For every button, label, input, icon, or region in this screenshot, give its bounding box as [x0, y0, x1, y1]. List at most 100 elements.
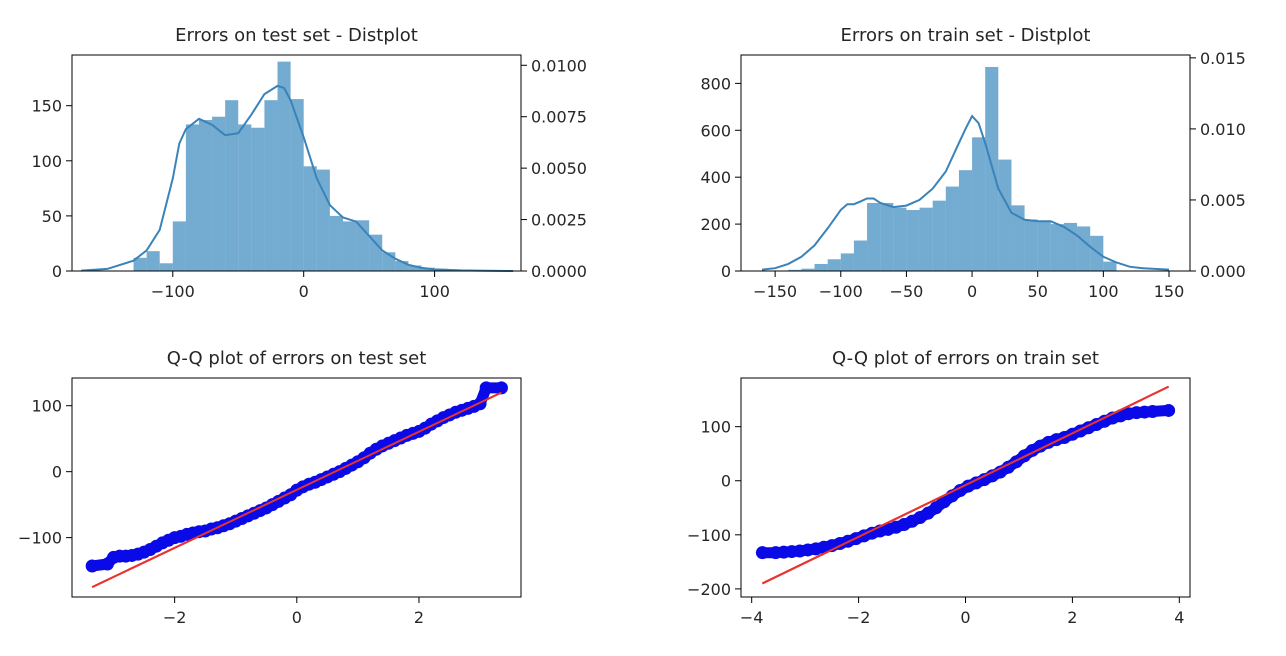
histogram-bars	[788, 66, 1117, 272]
histogram-bar	[316, 169, 330, 271]
y-tick-label: 150	[31, 97, 62, 116]
histogram-bar	[133, 257, 147, 271]
y2-tick-label: 0.0000	[531, 262, 587, 281]
histogram-bar	[945, 186, 959, 271]
y2-tick-label: 0.005	[1200, 191, 1246, 210]
x-tick-label: −150	[753, 282, 797, 301]
histogram-bar	[814, 263, 828, 271]
histogram-bar	[290, 99, 304, 271]
histogram-bar	[827, 259, 841, 271]
x-tick-label: 100	[1088, 282, 1119, 301]
histogram-bar	[788, 269, 802, 271]
y-tick-label: 100	[700, 418, 731, 437]
histogram-bar	[867, 202, 881, 271]
fit-line-overlay	[91, 391, 502, 589]
chart-title: Errors on train set - Distplot	[841, 25, 1091, 46]
y2-tick-label: 0.015	[1200, 49, 1246, 68]
histogram-bar	[1037, 220, 1051, 271]
histogram-bar	[880, 202, 894, 271]
histogram-bar	[1050, 224, 1064, 271]
y-tick-label: 0	[721, 472, 731, 491]
x-tick-label: −50	[890, 282, 924, 301]
histogram-bar	[172, 221, 186, 271]
histogram-bar	[369, 234, 383, 271]
y2-tick-label: 0.000	[1200, 262, 1246, 281]
histogram-bar	[251, 127, 265, 271]
y-tick-label: 100	[31, 397, 62, 416]
histogram-bar	[1103, 261, 1117, 271]
qq-points	[755, 403, 1176, 560]
histogram-bar	[408, 265, 422, 271]
y-tick-label: 400	[700, 168, 731, 187]
histogram-bar	[1090, 235, 1104, 271]
qq-point	[85, 559, 99, 573]
y2-tick-label: 0.0050	[531, 159, 587, 178]
histogram-bar	[395, 261, 409, 271]
x-tick-label: 4	[1174, 608, 1184, 627]
qq-point	[1146, 405, 1160, 419]
x-tick-label: −100	[819, 282, 863, 301]
x-tick-label: 2	[414, 608, 424, 627]
chart-title: Errors on test set - Distplot	[175, 25, 418, 46]
kde-curve	[761, 114, 1170, 271]
x-tick-label: 0	[960, 608, 970, 627]
subplot-1: Errors on test set - Distplot 0.0000 0.002…	[31, 25, 587, 301]
y-tick-label: 50	[42, 207, 62, 226]
histogram-bar	[1011, 205, 1025, 271]
x-tick-label: −2	[847, 608, 871, 627]
fit-line-overlay	[761, 385, 1170, 585]
histogram-bar	[958, 170, 973, 271]
histogram-bar	[225, 100, 239, 271]
qq-point	[1162, 403, 1176, 417]
x-tick-label: 2	[1067, 608, 1077, 627]
y2-tick-label: 0.0075	[531, 108, 587, 127]
qq-points	[85, 381, 508, 573]
histogram-bar	[329, 215, 343, 271]
x-tick-label: −100	[151, 282, 195, 301]
kde-curve	[81, 84, 514, 272]
subplot-4: Q-Q plot of errors on train set −4 −2 0 2 4 −2…	[687, 348, 1191, 627]
histogram-bar	[146, 251, 160, 271]
histogram-bar	[972, 137, 986, 271]
x-tick-label: −4	[740, 608, 764, 627]
histogram-bar	[853, 240, 868, 271]
y2-tick-label: 0.0100	[531, 56, 587, 75]
histogram-bar	[212, 116, 226, 271]
y2-tick-label: 0.0025	[531, 211, 587, 230]
x-tick-label: 100	[419, 282, 450, 301]
histogram-bar	[159, 263, 173, 271]
histogram-bar	[1063, 222, 1078, 271]
histogram-bar	[801, 268, 815, 271]
y-tick-label: 0	[721, 262, 731, 281]
qq-point	[479, 381, 493, 395]
y-tick-label: 0	[52, 262, 62, 281]
y-tick-label: −100	[18, 529, 62, 548]
x-tick-label: 150	[1154, 282, 1185, 301]
chart-title: Q-Q plot of errors on train set	[832, 348, 1099, 369]
histogram-bar	[919, 207, 933, 271]
histogram-bar	[238, 124, 252, 271]
histogram-bar	[893, 207, 907, 271]
x-tick-label: 0	[967, 282, 977, 301]
subplot-3: Q-Q plot of errors on test set −2 0 2 −100 0 1…	[18, 348, 522, 627]
qq-point	[755, 546, 769, 560]
y-tick-label: −100	[687, 526, 731, 545]
histogram-bar	[303, 166, 317, 271]
y-tick-label: 600	[700, 121, 731, 140]
histogram-bar	[840, 253, 854, 271]
qq-point	[494, 381, 508, 395]
x-tick-label: 0	[292, 608, 302, 627]
subplot-2: Errors on train set - Distplot 0.000 0.005…	[700, 25, 1245, 301]
histogram-bar	[932, 200, 946, 271]
histogram-bar	[1077, 226, 1091, 271]
x-tick-label: −2	[163, 608, 187, 627]
y-tick-label: 200	[700, 215, 731, 234]
axes-frame	[71, 54, 522, 272]
axes-frame	[740, 54, 1191, 272]
y-tick-label: 0	[52, 463, 62, 482]
histogram-bar	[185, 124, 199, 271]
histogram-bar	[264, 100, 278, 271]
histogram-bar	[342, 221, 357, 271]
histogram-bar	[998, 159, 1012, 271]
